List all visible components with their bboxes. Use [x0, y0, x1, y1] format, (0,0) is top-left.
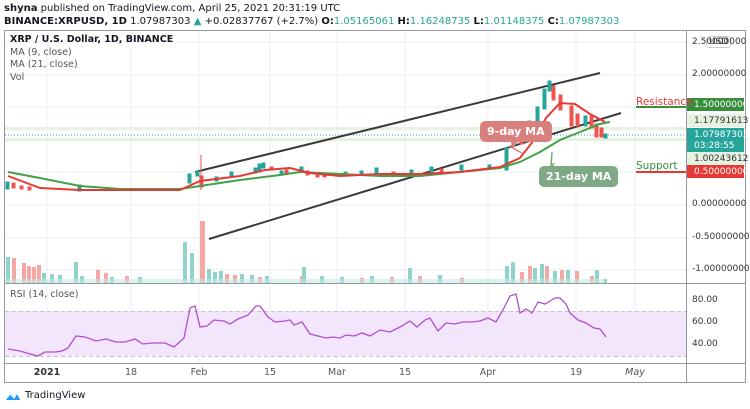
- legend-ma9[interactable]: MA (9, close): [10, 46, 72, 58]
- legend-ma21[interactable]: MA (21, close): [10, 59, 78, 70]
- last-price: 1.07987303: [130, 16, 191, 27]
- tradingview-cloud-icon: [4, 391, 22, 401]
- ma-price-tag: 1.17791613: [694, 116, 749, 126]
- currency-badge[interactable]: USD: [706, 36, 732, 48]
- chart-legend: XRP / U.S. Dollar, 1D, BINANCE MA (9, cl…: [10, 34, 173, 84]
- publish-info: shyna published on TradingView.com, Apri…: [4, 3, 340, 14]
- low-label: L:: [473, 16, 484, 27]
- open-value: 1.05165061: [333, 16, 395, 27]
- symbol-header: BINANCE:XRPUSD, 1D 1.07987303 ▲ +0.02837…: [4, 16, 619, 27]
- candles: [5, 80, 608, 192]
- rsi-label-80: 80.00: [692, 295, 718, 305]
- last-price-tag: 1.07987303: [694, 130, 749, 140]
- close-label: C:: [547, 16, 559, 27]
- price-label-0: 0.00000000: [692, 199, 747, 209]
- time-label-mar15: 15: [398, 367, 412, 378]
- symbol-name: BINANCE:XRPUSD, 1D: [4, 16, 127, 27]
- countdown-tag: 03:28:55: [694, 141, 735, 151]
- publish-text: published on TradingView.com, April 25, …: [40, 3, 341, 14]
- up-arrow-icon: ▲: [193, 16, 202, 27]
- time-label-mar: Mar: [328, 367, 346, 378]
- support-price-tag: 0.50000000: [694, 167, 749, 177]
- time-label-2021: 2021: [33, 367, 61, 378]
- tradingview-logo[interactable]: TradingView: [4, 390, 85, 401]
- ma9-line: [7, 101, 606, 191]
- time-label-may: May: [625, 367, 645, 378]
- price-label-2-5: 2.50000000: [692, 37, 747, 47]
- support-label: Support: [636, 160, 678, 172]
- legend-vol[interactable]: Vol: [10, 71, 25, 83]
- grid-vertical: [46, 31, 636, 363]
- rsi-line: [7, 293, 607, 357]
- brand-name: TradingView: [25, 390, 86, 401]
- author-name[interactable]: shyna: [4, 3, 38, 14]
- ma9-callout: 9-day MA: [480, 121, 552, 142]
- open-label: O:: [321, 16, 334, 27]
- low-value: 1.01148375: [483, 16, 545, 27]
- volume-bars: [5, 221, 607, 283]
- price-label-neg-1: -1.00000000: [692, 264, 750, 274]
- time-label-apr: Apr: [479, 367, 497, 378]
- price-label-2-0: 2.00000000: [692, 69, 747, 79]
- resistance-label: Resistance: [636, 96, 693, 108]
- time-label-jan18: 18: [124, 367, 138, 378]
- time-label-feb: Feb: [190, 367, 208, 378]
- rsi-label-40: 40.00: [692, 339, 718, 349]
- rsi-label-60: 60.00: [692, 317, 718, 327]
- price-change: +0.02837767 (+2.7%): [204, 16, 319, 27]
- resistance-price-tag: 1.50000000: [694, 100, 749, 110]
- time-label-feb15: 15: [263, 367, 277, 378]
- rsi-legend[interactable]: RSI (14, close): [10, 289, 79, 300]
- ma21-callout: 21-day MA: [539, 166, 619, 187]
- high-label: H:: [397, 16, 410, 27]
- legend-title: XRP / U.S. Dollar, 1D, BINANCE: [10, 34, 174, 45]
- level-price-tag: 1.00243612: [694, 154, 749, 164]
- time-label-apr19: 19: [569, 367, 583, 378]
- price-label-neg-0-5: -0.50000000: [692, 232, 750, 242]
- high-value: 1.16248735: [409, 16, 471, 27]
- close-value: 1.07987303: [558, 16, 620, 27]
